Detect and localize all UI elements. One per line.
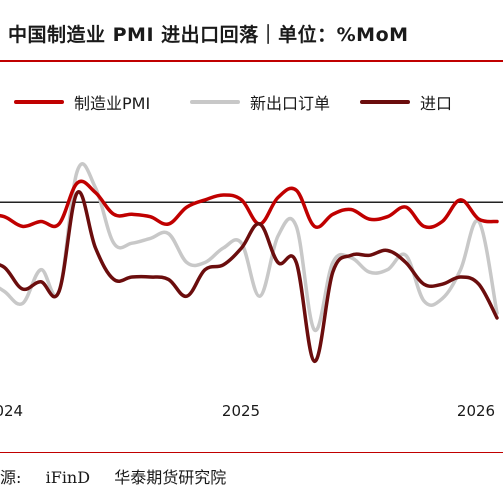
series-line-import [0,190,499,364]
legend-item-new-export: 新出口订单 [190,90,330,114]
x-tick-label: 2025 [221,402,261,420]
x-tick-label: 2024 [0,402,24,420]
legend-swatch-new-export [190,100,240,104]
legend-swatch-import [360,100,410,104]
legend-label-import: 进口 [420,94,453,113]
x-tick-label: 2026 [456,402,496,420]
legend-swatch-pmi [14,100,64,104]
footer-rule [0,452,503,453]
source-name: iFinD [45,468,91,487]
chart-title: 中国制造业 PMI 进出口回落｜单位：%MoM [8,24,409,46]
legend-item-pmi: 制造业PMI [14,90,150,114]
source-note: 源: iFinD 华泰期货研究院 [0,464,226,488]
legend-item-import: 进口 [360,90,452,114]
source-org: 华泰期货研究院 [114,468,227,487]
legend-label-new-export: 新出口订单 [250,94,331,113]
source-prefix: 源: [0,468,22,487]
title-rule [0,60,503,62]
series-line-pmi [0,179,499,230]
legend: 制造业PMI 新出口订单 进口 [0,90,503,120]
legend-label-pmi: 制造业PMI [74,94,151,113]
